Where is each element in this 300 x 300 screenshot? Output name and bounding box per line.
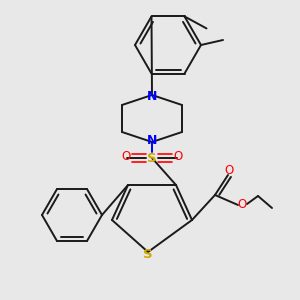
Text: O: O bbox=[122, 151, 130, 164]
Text: N: N bbox=[147, 89, 157, 103]
Text: O: O bbox=[173, 151, 183, 164]
Text: O: O bbox=[224, 164, 234, 176]
Text: S: S bbox=[147, 152, 157, 164]
Text: N: N bbox=[147, 134, 157, 148]
Text: O: O bbox=[237, 197, 247, 211]
Text: S: S bbox=[143, 248, 153, 260]
